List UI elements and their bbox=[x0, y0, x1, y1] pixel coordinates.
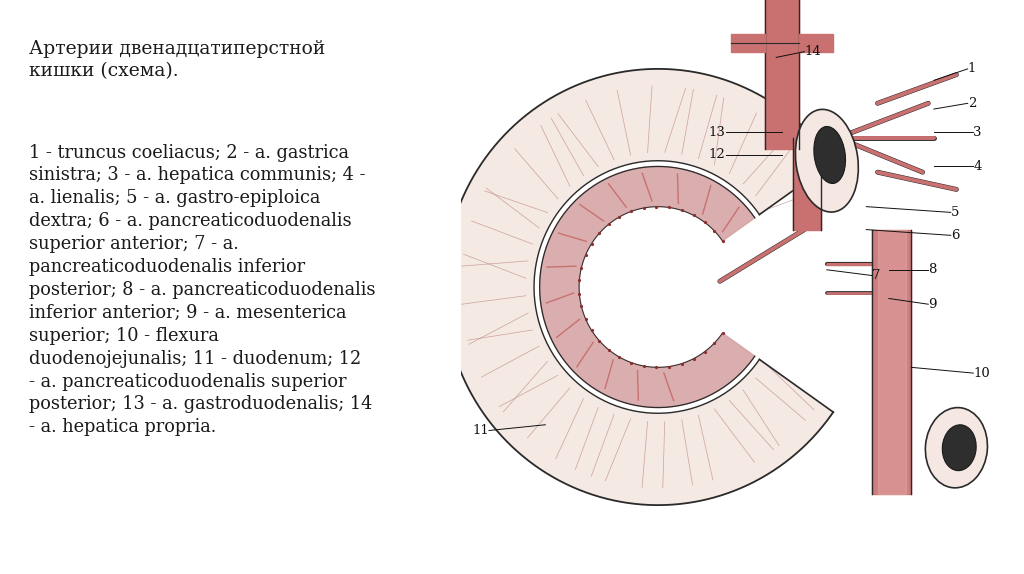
Text: 4: 4 bbox=[974, 160, 982, 173]
Polygon shape bbox=[444, 69, 834, 505]
Text: 9: 9 bbox=[929, 298, 937, 311]
Text: 1 - truncus coeliacus; 2 - a. gastrica
sinistra; 3 - a. hepatica communis; 4 -
a: 1 - truncus coeliacus; 2 - a. gastrica s… bbox=[29, 144, 376, 436]
Text: 10: 10 bbox=[974, 367, 990, 379]
Text: 14: 14 bbox=[805, 45, 821, 58]
Text: 1: 1 bbox=[968, 63, 976, 75]
Text: 12: 12 bbox=[709, 149, 725, 161]
Text: 8: 8 bbox=[929, 263, 937, 276]
Ellipse shape bbox=[814, 126, 846, 184]
Ellipse shape bbox=[942, 425, 976, 471]
Text: 5: 5 bbox=[951, 206, 959, 219]
Text: 11: 11 bbox=[472, 424, 489, 437]
Text: 6: 6 bbox=[951, 229, 959, 242]
Text: 3: 3 bbox=[974, 126, 982, 138]
Polygon shape bbox=[799, 34, 833, 52]
Ellipse shape bbox=[796, 110, 858, 212]
Text: 7: 7 bbox=[872, 269, 881, 282]
Polygon shape bbox=[731, 34, 765, 52]
Polygon shape bbox=[540, 166, 755, 408]
Ellipse shape bbox=[926, 408, 987, 488]
Text: 13: 13 bbox=[709, 126, 725, 138]
Text: 2: 2 bbox=[968, 97, 976, 110]
Text: Артерии двенадцатиперстной
кишки (схема).: Артерии двенадцатиперстной кишки (схема)… bbox=[29, 40, 326, 80]
